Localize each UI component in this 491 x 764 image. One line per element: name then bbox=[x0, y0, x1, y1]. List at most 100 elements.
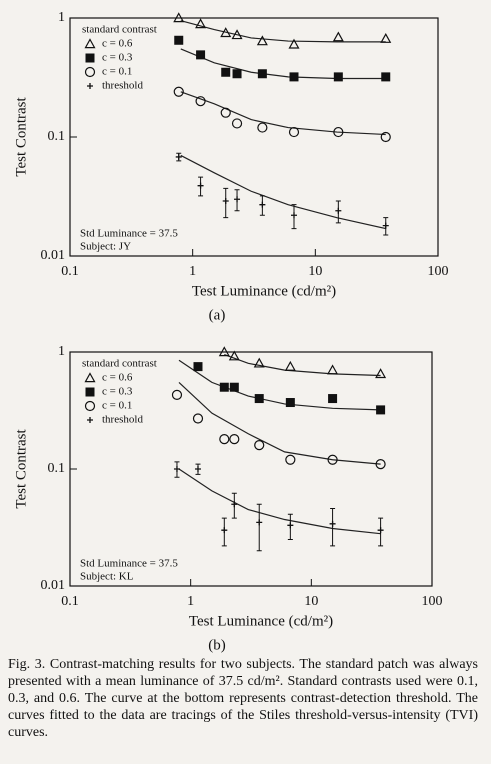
square-marker bbox=[289, 72, 299, 82]
fit-curve bbox=[180, 91, 386, 136]
x-tick-label: 1 bbox=[189, 264, 196, 279]
y-axis-label: Test Contrast bbox=[13, 96, 29, 176]
panel-label: (b) bbox=[208, 637, 226, 653]
plus-marker bbox=[335, 207, 342, 214]
legend-label: c = 0.3 bbox=[102, 52, 133, 64]
plus-marker bbox=[287, 522, 294, 529]
fit-curve bbox=[178, 359, 381, 411]
x-axis-label: Test Luminance (cd/m²) bbox=[192, 283, 336, 299]
square-marker bbox=[196, 50, 206, 60]
plus-marker bbox=[234, 196, 241, 203]
plus-marker bbox=[290, 212, 297, 219]
circle-marker bbox=[288, 126, 300, 138]
triangle-marker bbox=[173, 12, 185, 23]
plus-marker bbox=[382, 222, 389, 229]
triangle-marker bbox=[332, 31, 344, 42]
legend-label: c = 0.1 bbox=[102, 66, 132, 78]
triangle-marker bbox=[218, 346, 230, 357]
circle-marker bbox=[380, 131, 391, 143]
fit-curve bbox=[180, 48, 386, 80]
caption: Fig. 3. Contrast-matching results for tw… bbox=[8, 657, 478, 740]
square-marker bbox=[219, 382, 229, 392]
circle-marker bbox=[375, 459, 386, 470]
triangle-marker bbox=[256, 35, 268, 46]
circle-marker bbox=[229, 434, 240, 445]
plus-marker bbox=[175, 153, 182, 160]
legend-label: c = 0.1 bbox=[102, 400, 132, 412]
x-tick-label: 1 bbox=[187, 594, 194, 609]
triangle-marker bbox=[380, 32, 392, 43]
triangle-marker bbox=[195, 18, 207, 29]
fit-curve bbox=[180, 154, 386, 230]
plus-marker bbox=[194, 466, 201, 472]
square-marker bbox=[376, 405, 386, 415]
circle-marker bbox=[327, 454, 338, 465]
y-tick-label: 0.01 bbox=[41, 578, 66, 593]
plus-marker bbox=[87, 83, 93, 89]
y-tick-label: 0.1 bbox=[48, 129, 66, 144]
fit-curve bbox=[224, 354, 381, 377]
error-bar bbox=[256, 503, 262, 552]
legend-title: standard contrast bbox=[82, 24, 157, 36]
circle-marker bbox=[231, 118, 243, 129]
circle-marker bbox=[254, 440, 265, 451]
plus-marker bbox=[87, 417, 93, 423]
annotation: Subject: JY bbox=[80, 241, 131, 253]
circle-marker bbox=[257, 122, 268, 133]
square-marker bbox=[193, 362, 203, 372]
square-marker bbox=[381, 72, 391, 82]
panel-label: (a) bbox=[209, 307, 226, 323]
x-tick-label: 10 bbox=[308, 264, 322, 279]
y-tick-label: 0.01 bbox=[41, 248, 66, 263]
square-marker bbox=[333, 72, 343, 82]
fit-curve bbox=[178, 381, 381, 465]
error-bar bbox=[330, 507, 336, 547]
square-marker bbox=[257, 69, 267, 79]
triangle-marker bbox=[284, 360, 296, 371]
x-axis-label: Test Luminance (cd/m²) bbox=[189, 613, 333, 629]
legend-title: standard contrast bbox=[82, 358, 157, 370]
fit-curve bbox=[180, 20, 386, 43]
square-marker bbox=[221, 67, 231, 77]
triangle-marker bbox=[84, 372, 96, 383]
triangle-marker bbox=[375, 368, 387, 379]
legend-label: threshold bbox=[102, 414, 143, 426]
square-marker bbox=[328, 394, 338, 404]
plus-marker bbox=[231, 501, 238, 508]
circle-marker bbox=[173, 86, 184, 97]
plus-marker bbox=[222, 197, 229, 204]
circle-marker bbox=[171, 389, 183, 400]
x-tick-label: 100 bbox=[422, 594, 443, 609]
x-tick-label: 100 bbox=[428, 264, 449, 279]
fit-curve bbox=[178, 468, 381, 535]
y-axis-label: Test Contrast bbox=[13, 428, 29, 508]
legend-label: c = 0.6 bbox=[102, 372, 133, 384]
plus-marker bbox=[221, 527, 228, 534]
circle-marker bbox=[195, 96, 206, 107]
triangle-marker bbox=[327, 364, 339, 375]
circle-marker bbox=[333, 126, 344, 138]
square-marker bbox=[174, 35, 184, 45]
triangle-marker bbox=[220, 27, 232, 38]
circle-marker bbox=[84, 400, 96, 412]
x-tick-label: 10 bbox=[304, 594, 318, 609]
triangle-marker bbox=[231, 29, 243, 40]
y-tick-label: 1 bbox=[58, 10, 65, 25]
annotation: Std Luminance = 37.5 bbox=[80, 558, 178, 570]
triangle-marker bbox=[253, 357, 265, 368]
annotation: Subject: KL bbox=[80, 571, 134, 583]
circle-marker bbox=[84, 66, 96, 78]
triangle-marker bbox=[84, 38, 96, 49]
plus-marker bbox=[173, 466, 180, 472]
plus-marker bbox=[197, 182, 204, 189]
x-tick-label: 0.1 bbox=[61, 594, 79, 609]
legend-label: threshold bbox=[102, 80, 143, 92]
square-marker bbox=[85, 53, 95, 63]
circle-marker bbox=[192, 413, 204, 424]
circle-marker bbox=[285, 454, 296, 465]
square-marker bbox=[254, 394, 264, 404]
plus-marker bbox=[329, 520, 336, 527]
triangle-marker bbox=[228, 350, 240, 361]
